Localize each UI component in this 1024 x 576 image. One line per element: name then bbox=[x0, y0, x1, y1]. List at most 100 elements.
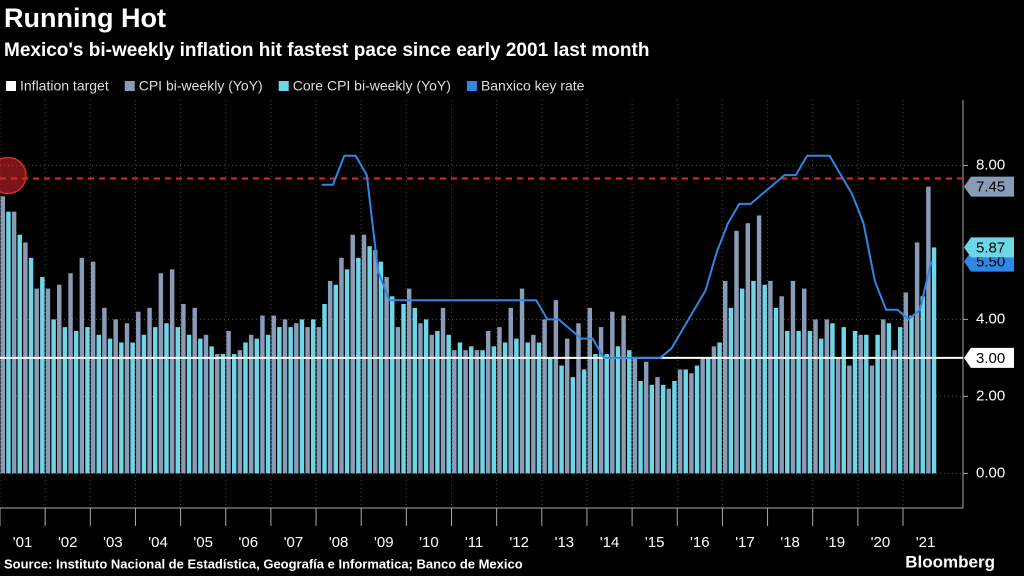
bar bbox=[480, 350, 485, 474]
x-tick-label: '13 bbox=[555, 534, 575, 551]
bar bbox=[260, 315, 265, 474]
bar bbox=[807, 330, 813, 474]
bar bbox=[11, 211, 17, 474]
x-tick-label: '05 bbox=[193, 534, 213, 551]
legend-swatch bbox=[124, 81, 135, 91]
x-tick-label: '18 bbox=[780, 534, 800, 551]
bar bbox=[181, 304, 186, 474]
bar bbox=[28, 257, 34, 474]
legend-swatch bbox=[278, 81, 289, 91]
value-tag bbox=[964, 347, 1014, 368]
bar bbox=[474, 350, 480, 474]
bar bbox=[401, 304, 406, 474]
bar bbox=[406, 288, 412, 474]
legend-swatch bbox=[6, 81, 16, 91]
bar bbox=[423, 319, 429, 474]
bar bbox=[226, 330, 231, 474]
bar bbox=[756, 215, 762, 474]
bar bbox=[615, 346, 621, 474]
bar bbox=[141, 334, 147, 474]
bar bbox=[694, 365, 700, 474]
bar bbox=[231, 354, 237, 474]
bar bbox=[785, 330, 790, 474]
bar bbox=[378, 261, 384, 474]
bar bbox=[881, 319, 886, 474]
bar bbox=[864, 334, 869, 474]
bar bbox=[548, 357, 553, 474]
bar bbox=[739, 288, 745, 474]
x-tick-label: '01 bbox=[13, 534, 33, 551]
y-tick-label: 0.00 bbox=[976, 464, 1005, 481]
bar bbox=[598, 327, 604, 474]
bar bbox=[903, 292, 909, 474]
bar bbox=[164, 323, 169, 474]
bar bbox=[119, 342, 124, 474]
bar bbox=[564, 338, 570, 474]
bar bbox=[457, 342, 463, 474]
x-tick-label: '17 bbox=[735, 534, 755, 551]
value-tag-label: 5.87 bbox=[976, 239, 1005, 256]
bar bbox=[418, 323, 423, 474]
bar bbox=[192, 307, 197, 474]
bar bbox=[621, 315, 626, 474]
bar bbox=[130, 342, 135, 474]
bar bbox=[175, 327, 180, 474]
bar bbox=[34, 288, 39, 474]
legend-label: Banxico key rate bbox=[481, 78, 585, 94]
bar bbox=[62, 327, 68, 474]
bar bbox=[525, 342, 530, 474]
bar bbox=[96, 334, 101, 474]
bar bbox=[412, 307, 418, 474]
value-tag-label: 5.50 bbox=[976, 254, 1005, 271]
value-tag bbox=[964, 176, 1014, 197]
bar bbox=[852, 330, 858, 474]
bar bbox=[638, 380, 643, 474]
bar bbox=[604, 354, 609, 474]
bar bbox=[576, 323, 581, 474]
bar bbox=[796, 330, 801, 474]
bar bbox=[57, 284, 62, 474]
bar bbox=[627, 350, 632, 474]
bar bbox=[909, 315, 914, 474]
bar bbox=[773, 307, 779, 474]
bar bbox=[581, 369, 587, 474]
x-tick-label: '02 bbox=[58, 534, 78, 551]
bar bbox=[0, 196, 6, 474]
bar bbox=[728, 307, 734, 474]
bar bbox=[779, 296, 784, 474]
bar bbox=[440, 307, 446, 474]
chart-title: Running Hot bbox=[4, 3, 166, 33]
bar bbox=[215, 354, 220, 474]
bar bbox=[6, 211, 11, 474]
bar bbox=[672, 380, 677, 474]
x-tick-label: '07 bbox=[284, 534, 304, 551]
bar bbox=[723, 280, 728, 474]
bar bbox=[395, 327, 401, 474]
bar bbox=[248, 334, 254, 474]
bar bbox=[553, 300, 559, 474]
bar bbox=[926, 186, 931, 474]
bar bbox=[243, 342, 248, 474]
bar bbox=[734, 230, 739, 474]
bar bbox=[802, 288, 807, 474]
legend: Inflation target CPI bi-weekly (YoY) Core … bbox=[6, 78, 585, 94]
bar bbox=[706, 357, 711, 474]
bar bbox=[220, 354, 226, 474]
bar bbox=[886, 323, 892, 474]
bar bbox=[429, 334, 434, 474]
bar bbox=[113, 319, 118, 474]
bar bbox=[350, 234, 355, 474]
bar bbox=[136, 311, 141, 474]
bar bbox=[158, 273, 164, 474]
bar bbox=[875, 334, 880, 474]
bar bbox=[892, 350, 897, 474]
rate-line bbox=[321, 154, 933, 359]
bar bbox=[85, 327, 90, 474]
bar bbox=[446, 334, 451, 474]
bar bbox=[311, 319, 316, 474]
x-tick-label: '11 bbox=[465, 534, 483, 551]
bar bbox=[294, 323, 299, 474]
x-tick-label: '04 bbox=[148, 534, 168, 551]
bar bbox=[762, 284, 767, 474]
bar bbox=[751, 280, 756, 474]
